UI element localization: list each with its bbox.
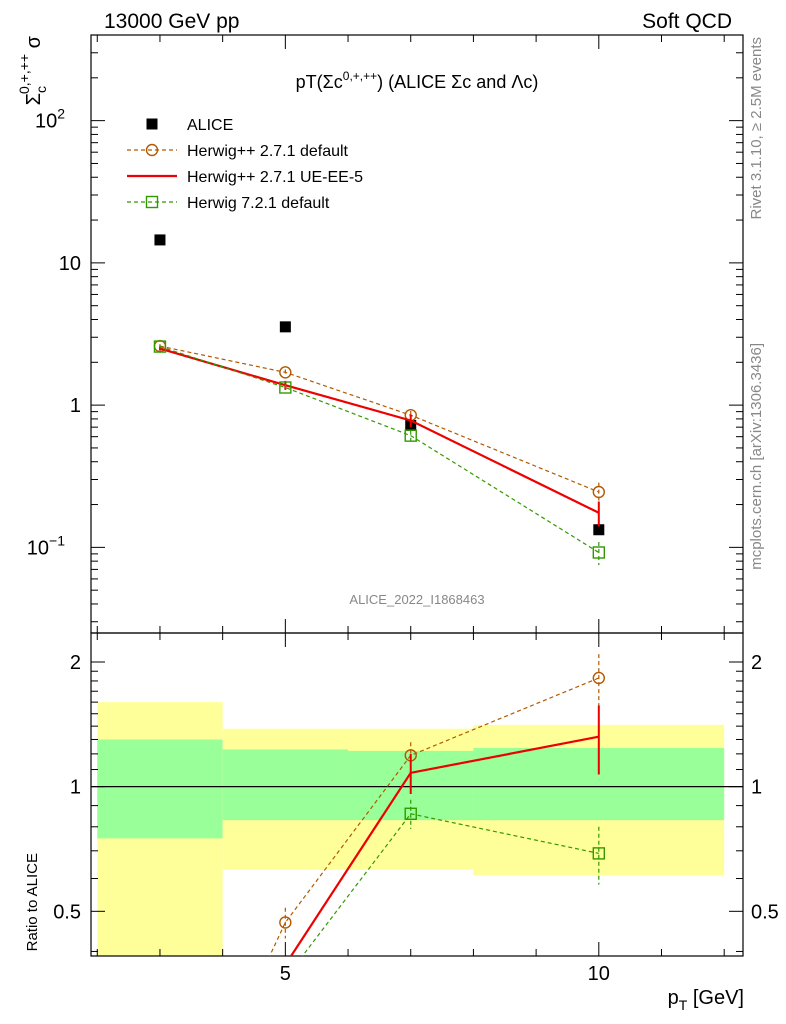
y-tick-label-ratio-right: 2 bbox=[751, 652, 762, 674]
ratio-plot-frame bbox=[90, 632, 744, 957]
ratio-series-2-point bbox=[592, 847, 606, 860]
ratio-series-0-line bbox=[269, 677, 600, 956]
x-tick-label: 5 bbox=[280, 963, 291, 985]
main-series-3-point bbox=[153, 340, 167, 353]
y-axis-label-ratio: Ratio to ALICE bbox=[24, 853, 41, 951]
y-tick-label-sup: −1 bbox=[49, 532, 65, 548]
legend-marker bbox=[145, 143, 159, 157]
y-label-sup: 0,+,++ bbox=[16, 54, 32, 94]
ratio-series-0-point bbox=[279, 916, 292, 929]
x-axis-label: pT [GeV] bbox=[668, 987, 744, 1013]
y-tick-label-ratio-right: 0.5 bbox=[751, 901, 779, 923]
y-tick-label-ratio: 1 bbox=[70, 777, 81, 799]
y-tick-label-ratio: 0.5 bbox=[53, 901, 81, 923]
y-tick-label-main: 102 bbox=[35, 106, 65, 133]
main-series-3-line bbox=[159, 346, 600, 554]
legend-marker bbox=[146, 118, 158, 130]
legend-item-0: ALICE bbox=[146, 117, 233, 134]
main-series-1-line bbox=[159, 345, 600, 493]
y-label-tail: σ bbox=[23, 35, 45, 54]
y-tick-label-ratio: 2 bbox=[70, 652, 81, 674]
y-axis-label-main: Σc0,+,++ σ bbox=[16, 35, 49, 105]
x-label-sub: T bbox=[679, 997, 688, 1013]
main-series-0-point bbox=[279, 321, 291, 333]
y-tick-label-main: 10−1 bbox=[27, 532, 65, 559]
plot-title-tail: ) (ALICE Σc and Λc) bbox=[377, 72, 538, 92]
x-label-base: p bbox=[668, 987, 679, 1009]
legend-item-1: Herwig++ 2.7.1 default bbox=[127, 143, 349, 160]
y-tick-label-main: 1 bbox=[70, 395, 81, 417]
mcplots-info-text: mcplots.cern.ch [arXiv:1306.3436] bbox=[748, 343, 765, 570]
legend: ALICE Herwig++ 2.7.1 default Herwig++ 2.7.… bbox=[127, 117, 363, 212]
ratio-series-group bbox=[269, 654, 606, 956]
rivet-info-text: Rivet 3.1.10, ≥ 2.5M events bbox=[748, 37, 765, 220]
main-series-0-point bbox=[154, 234, 166, 246]
plot-title-main: pT(Σc bbox=[296, 72, 343, 92]
band-inner-0 bbox=[97, 739, 223, 839]
y-tick-label-main: 10 bbox=[59, 253, 81, 275]
header-left: 13000 GeV pp bbox=[104, 10, 239, 33]
y-tick-label-ratio-right: 1 bbox=[751, 777, 762, 799]
header-right: Soft QCD bbox=[642, 10, 732, 33]
main-series-1-point bbox=[279, 366, 292, 379]
main-series-3-point bbox=[279, 381, 292, 394]
main-series-1-point bbox=[592, 485, 606, 499]
main-series-2-line bbox=[159, 347, 600, 514]
ratio-series-2-point bbox=[404, 807, 417, 820]
legend-label: ALICE bbox=[187, 117, 233, 134]
legend-marker bbox=[145, 195, 159, 209]
legend-item-3: Herwig 7.2.1 default bbox=[127, 195, 330, 212]
main-series-group bbox=[153, 234, 606, 566]
legend-label: Herwig 7.2.1 default bbox=[187, 195, 330, 212]
y-tick-label-sup: 2 bbox=[57, 106, 65, 122]
x-tick-label: 10 bbox=[588, 963, 610, 985]
main-series-3-point bbox=[404, 429, 417, 442]
legend-label: Herwig++ 2.7.1 UE-EE-5 bbox=[187, 169, 363, 186]
ratio-series-0-point bbox=[592, 671, 606, 685]
ratio-uncertainty-bands bbox=[97, 702, 725, 956]
x-label-tail: [GeV] bbox=[687, 987, 744, 1009]
legend-label: Herwig++ 2.7.1 default bbox=[187, 143, 349, 160]
main-series-0-point bbox=[593, 524, 605, 536]
y-label-base: Σ bbox=[23, 93, 45, 105]
main-series-3-point bbox=[592, 546, 606, 559]
plot-title: pT(Σc0,+,++) (ALICE Σc and Λc) bbox=[296, 69, 539, 92]
analysis-watermark: ALICE_2022_I1868463 bbox=[349, 592, 484, 607]
y-label-sub: c bbox=[33, 86, 49, 93]
band-inner-1 bbox=[222, 749, 349, 821]
legend-item-2: Herwig++ 2.7.1 UE-EE-5 bbox=[127, 169, 363, 186]
plot-title-sup: 0,+,++ bbox=[343, 69, 377, 83]
